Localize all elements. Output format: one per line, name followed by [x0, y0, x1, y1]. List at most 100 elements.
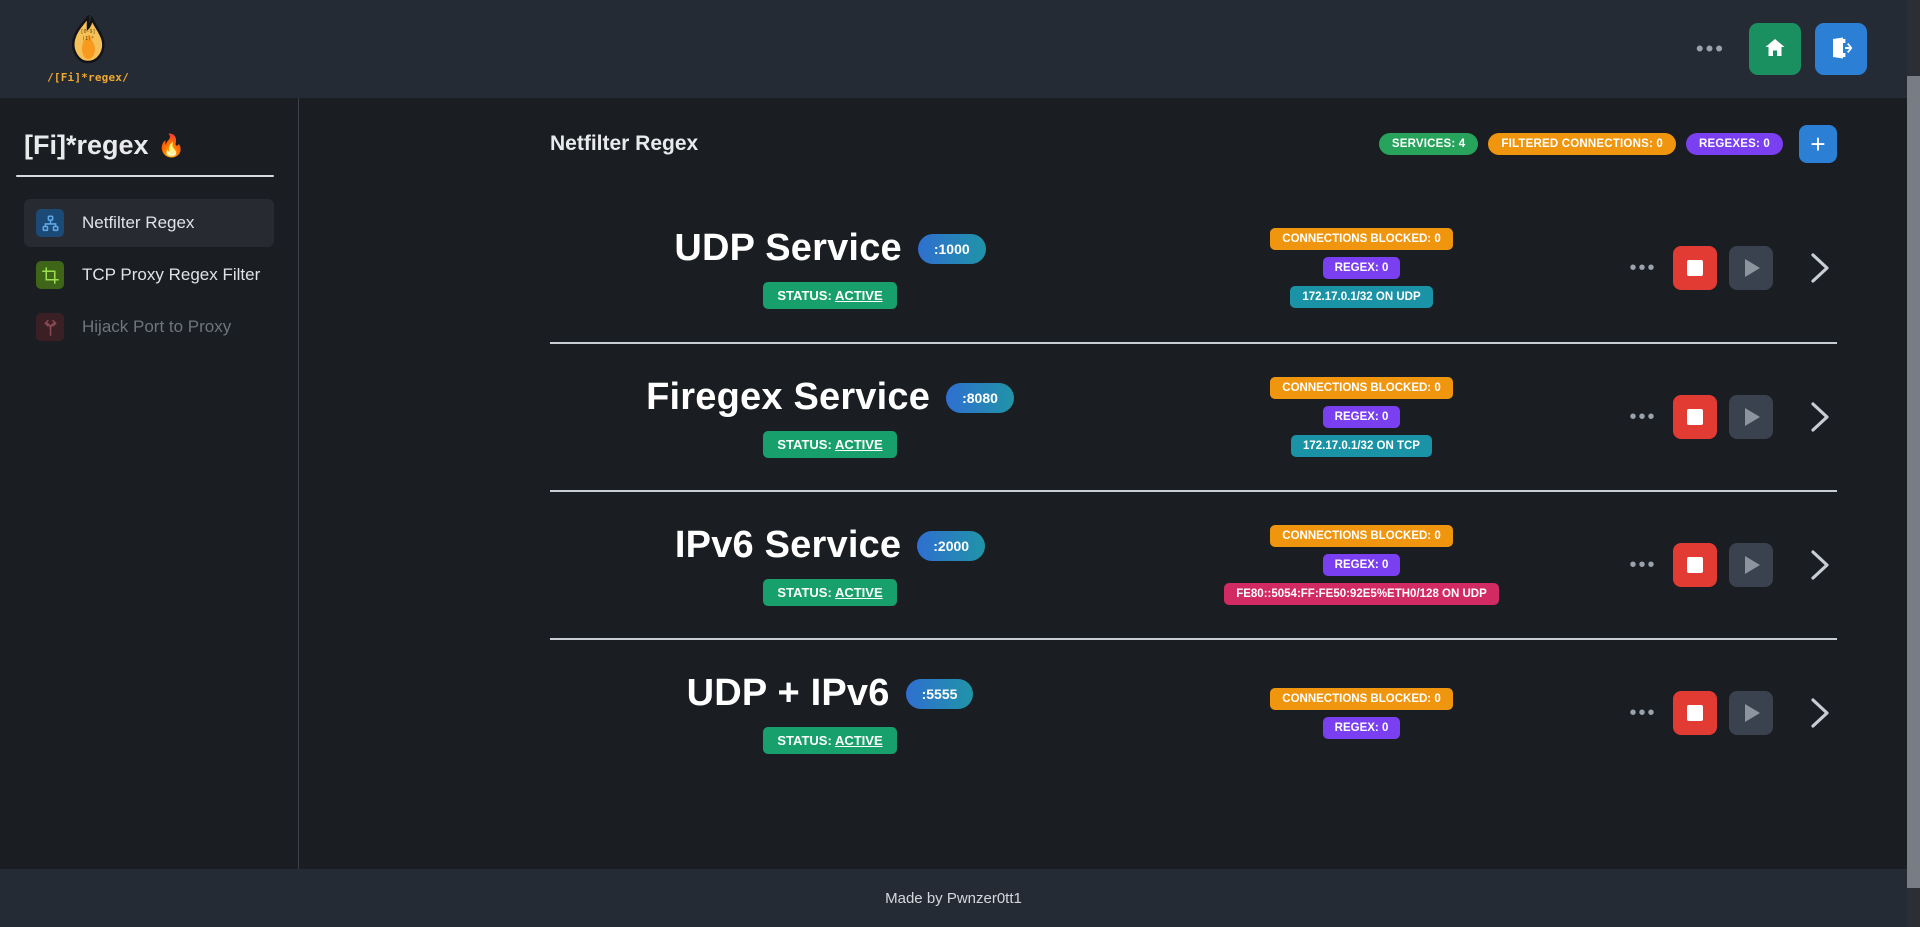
logout-icon	[1829, 36, 1853, 63]
navbar-actions: •••	[1686, 23, 1867, 75]
flame-logo-icon: [0-9] (1)*	[65, 12, 111, 69]
footer: Made by Pwnzer0tt1	[0, 869, 1907, 927]
service-status-value: ACTIVE	[834, 437, 883, 452]
page-header: Netfilter Regex SERVICES: 4 FILTERED CON…	[550, 122, 1837, 166]
brand-logo-text: /[Fi]*regex/	[47, 70, 129, 84]
service-overflow-menu-icon[interactable]: •••	[1629, 257, 1657, 279]
main-content: Netfilter Regex SERVICES: 4 FILTERED CON…	[300, 98, 1907, 927]
service-status-badge: STATUS: ACTIVE	[763, 579, 897, 606]
sidebar-item-tcp-proxy-regex-filter[interactable]: TCP Proxy Regex Filter	[24, 251, 274, 299]
service-actions	[1673, 543, 1773, 587]
service-overflow-menu-icon[interactable]: •••	[1629, 702, 1657, 724]
start-service-button[interactable]	[1729, 543, 1773, 587]
sidebar-item-label: Hijack Port to Proxy	[82, 317, 232, 336]
service-details-chevron[interactable]	[1803, 400, 1837, 434]
sidebar: [Fi]*regex 🔥 Netfilter Regex	[0, 98, 299, 927]
stop-service-button[interactable]	[1673, 246, 1717, 290]
service-details-chevron[interactable]	[1803, 548, 1837, 582]
logout-button[interactable]	[1815, 23, 1867, 75]
sidebar-divider	[16, 175, 274, 177]
page-title: Netfilter Regex	[550, 132, 699, 155]
service-details-chevron[interactable]	[1803, 251, 1837, 285]
svg-text:(1)*: (1)*	[82, 36, 94, 42]
sidebar-flame-icon: 🔥	[157, 132, 185, 158]
connections-blocked-badge: CONNECTIONS BLOCKED: 0	[1270, 525, 1453, 547]
stop-icon	[1687, 260, 1703, 276]
service-actions	[1673, 691, 1773, 735]
play-icon	[1745, 408, 1760, 426]
service-overflow-menu-icon[interactable]: •••	[1629, 406, 1657, 428]
service-stats: CONNECTIONS BLOCKED: 0 REGEX: 0	[1110, 687, 1613, 739]
status-badge-regexes: REGEXES: 0	[1685, 133, 1783, 155]
arrows-split-icon	[36, 313, 64, 341]
play-icon	[1745, 704, 1760, 722]
stop-icon	[1687, 705, 1703, 721]
regex-count-badge: REGEX: 0	[1322, 554, 1401, 576]
service-status-badge: STATUS: ACTIVE	[763, 727, 897, 754]
top-navbar: [0-9] (1)* /[Fi]*regex/ •••	[0, 0, 1907, 98]
start-service-button[interactable]	[1729, 246, 1773, 290]
play-icon	[1745, 259, 1760, 277]
service-identity: UDP + IPv6 :5555 STATUS: ACTIVE	[550, 672, 1110, 754]
service-actions	[1673, 246, 1773, 290]
service-address-badge: FE80::5054:FF:FE50:92E5%ETH0/128 ON UDP	[1224, 583, 1499, 605]
start-service-button[interactable]	[1729, 395, 1773, 439]
service-status-badge: STATUS: ACTIVE	[763, 431, 897, 458]
sidebar-title: [Fi]*regex 🔥	[24, 130, 298, 161]
service-identity: Firegex Service :8080 STATUS: ACTIVE	[550, 376, 1110, 458]
service-row: UDP Service :1000 STATUS: ACTIVE CONNECT…	[550, 194, 1837, 342]
service-name: UDP Service	[674, 227, 902, 269]
connections-blocked-badge: CONNECTIONS BLOCKED: 0	[1270, 228, 1453, 250]
sidebar-title-text: [Fi]*regex	[24, 130, 149, 160]
service-row: UDP + IPv6 :5555 STATUS: ACTIVE CONNECTI…	[550, 638, 1837, 786]
service-details-chevron[interactable]	[1803, 696, 1837, 730]
add-service-button[interactable]: +	[1799, 125, 1837, 163]
footer-text: Made by Pwnzer0tt1	[885, 889, 1022, 907]
service-name: Firegex Service	[646, 376, 931, 418]
crop-icon	[36, 261, 64, 289]
service-status-label: STATUS:	[777, 585, 832, 600]
stop-service-button[interactable]	[1673, 395, 1717, 439]
home-icon	[1763, 36, 1787, 63]
service-identity: IPv6 Service :2000 STATUS: ACTIVE	[550, 524, 1110, 606]
brand-logo[interactable]: [0-9] (1)* /[Fi]*regex/	[28, 12, 148, 84]
service-row: IPv6 Service :2000 STATUS: ACTIVE CONNEC…	[550, 490, 1837, 638]
service-address-badge: 172.17.0.1/32 ON TCP	[1291, 435, 1432, 457]
navbar-overflow-menu-icon[interactable]: •••	[1695, 36, 1725, 61]
service-port-badge: :5555	[905, 678, 974, 709]
scrollbar-thumb[interactable]	[1907, 76, 1920, 888]
service-row: Firegex Service :8080 STATUS: ACTIVE CON…	[550, 342, 1837, 490]
service-status-label: STATUS:	[777, 288, 832, 303]
regex-count-badge: REGEX: 0	[1322, 406, 1401, 428]
service-address-badge: 172.17.0.1/32 ON UDP	[1290, 286, 1433, 308]
home-button[interactable]	[1749, 23, 1801, 75]
status-badge-services: SERVICES: 4	[1378, 133, 1479, 155]
sidebar-item-label: TCP Proxy Regex Filter	[82, 265, 261, 284]
service-identity: UDP Service :1000 STATUS: ACTIVE	[550, 227, 1110, 309]
sidebar-item-netfilter-regex[interactable]: Netfilter Regex	[24, 199, 274, 247]
start-service-button[interactable]	[1729, 691, 1773, 735]
header-stats: SERVICES: 4 FILTERED CONNECTIONS: 0 REGE…	[1378, 125, 1837, 163]
service-overflow-menu-icon[interactable]: •••	[1629, 554, 1657, 576]
service-port-badge: :1000	[917, 233, 986, 264]
regex-count-badge: REGEX: 0	[1322, 716, 1401, 739]
regex-count-badge: REGEX: 0	[1322, 257, 1401, 279]
stop-service-button[interactable]	[1673, 691, 1717, 735]
service-status-value: ACTIVE	[834, 733, 883, 748]
service-name: UDP + IPv6	[686, 672, 890, 714]
sidebar-nav-list: Netfilter Regex TCP Proxy Regex Filter	[0, 199, 298, 351]
service-status-label: STATUS:	[777, 733, 832, 748]
service-port-badge: :2000	[917, 530, 986, 561]
page-scrollbar[interactable]	[1907, 0, 1920, 927]
service-stats: CONNECTIONS BLOCKED: 0 REGEX: 0 172.17.0…	[1110, 228, 1613, 308]
stop-icon	[1687, 557, 1703, 573]
sidebar-item-label: Netfilter Regex	[82, 213, 195, 232]
play-icon	[1745, 556, 1760, 574]
sidebar-item-hijack-port-to-proxy[interactable]: Hijack Port to Proxy	[24, 303, 274, 351]
service-stats: CONNECTIONS BLOCKED: 0 REGEX: 0 172.17.0…	[1110, 377, 1613, 457]
connections-blocked-badge: CONNECTIONS BLOCKED: 0	[1270, 377, 1453, 399]
service-status-value: ACTIVE	[834, 585, 883, 600]
service-status-value: ACTIVE	[834, 288, 883, 303]
stop-service-button[interactable]	[1673, 543, 1717, 587]
